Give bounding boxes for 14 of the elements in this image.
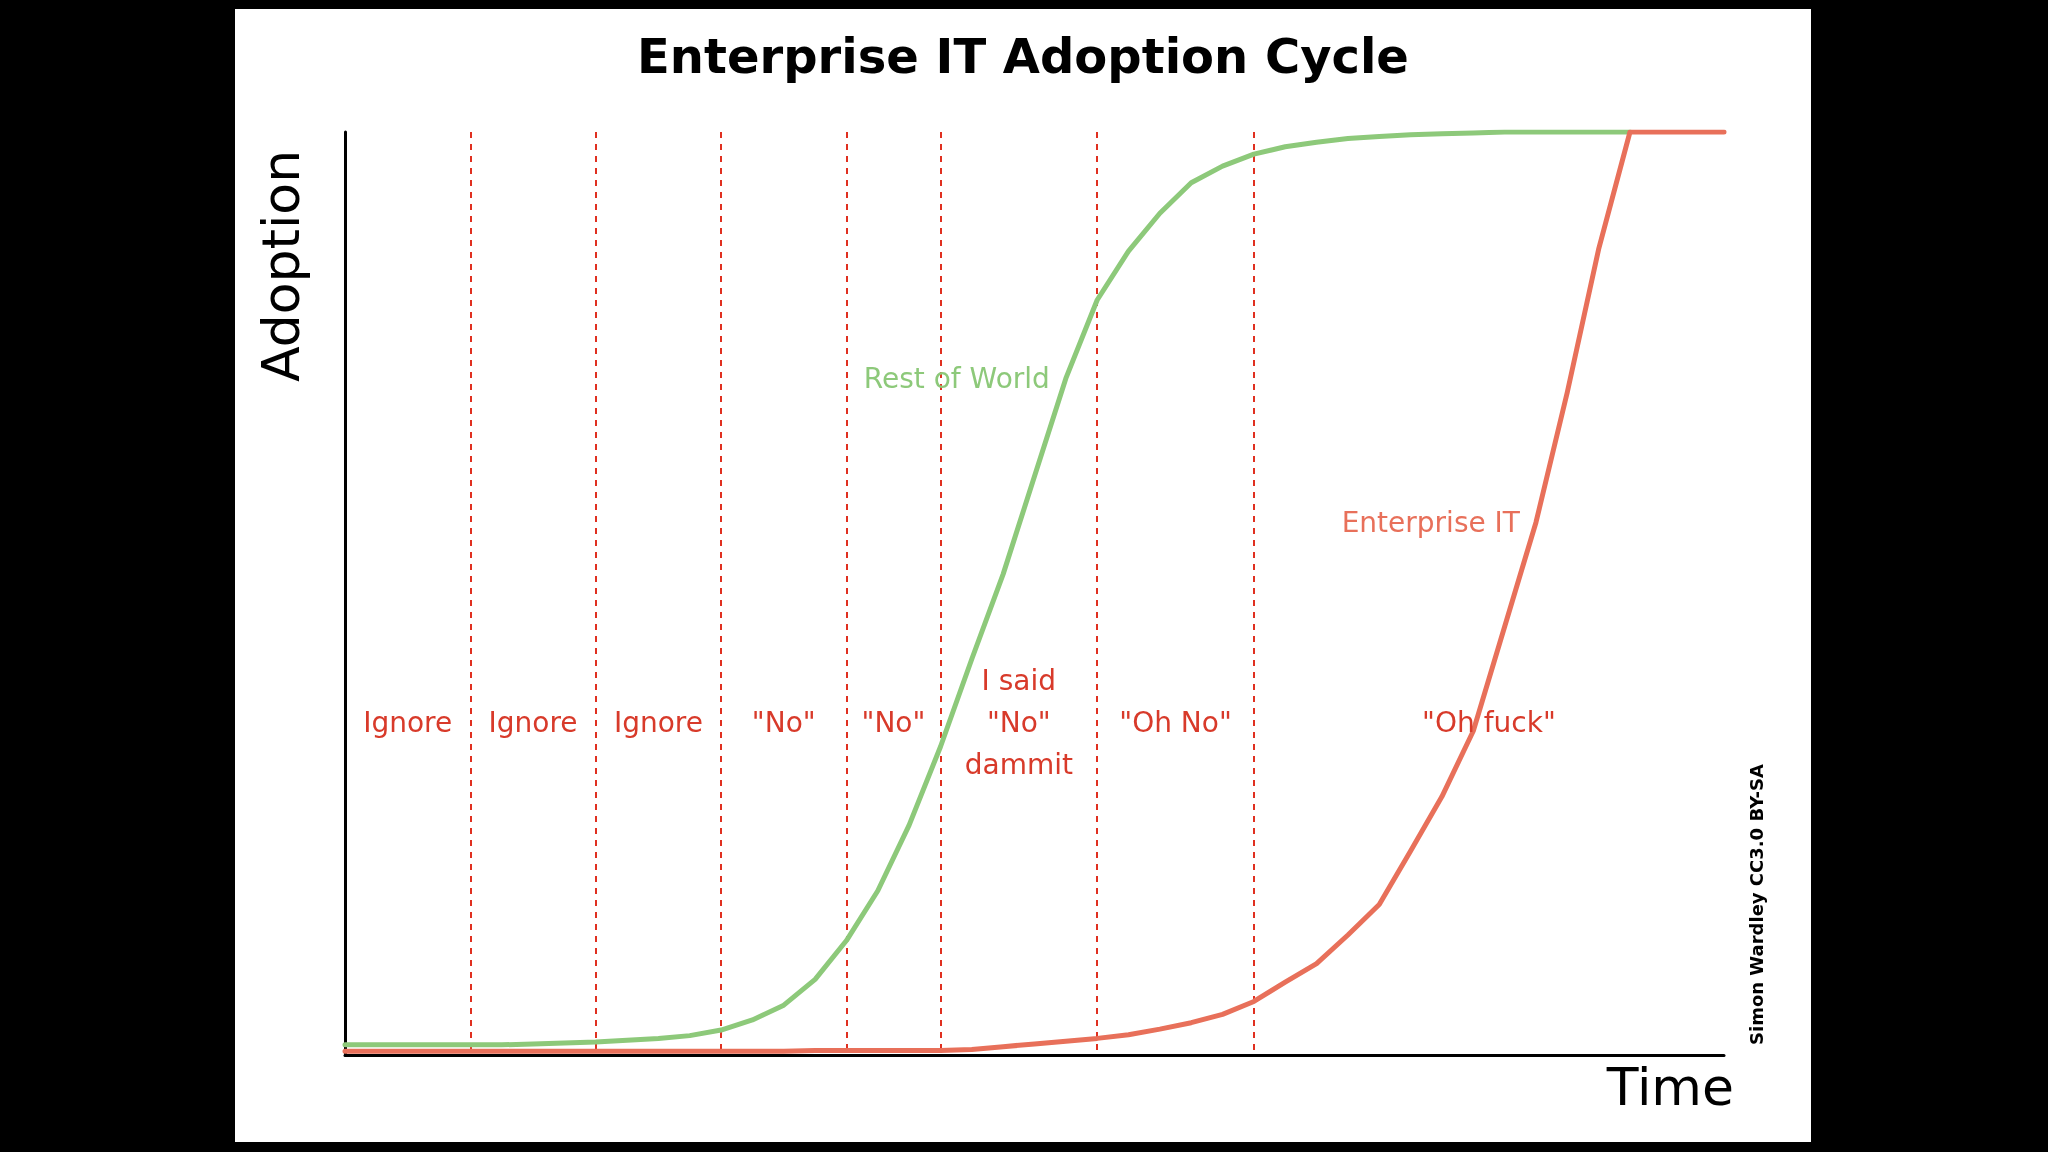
- annotation: "Oh fuck": [1422, 706, 1556, 740]
- series-label: Enterprise IT: [1341, 505, 1521, 539]
- annotation: Ignore: [613, 706, 703, 740]
- annotation: I said "No" dammit: [964, 664, 1073, 782]
- annotation: Ignore: [488, 706, 578, 740]
- x-axis-title: Time: [1605, 1057, 1735, 1117]
- annotation: "No": [751, 706, 816, 740]
- series-label: Rest of World: [863, 361, 1050, 395]
- chart-title: Enterprise IT Adoption Cycle: [637, 28, 1409, 84]
- annotation: "No": [861, 706, 926, 740]
- annotation: Ignore: [363, 706, 453, 740]
- text: Simon Wardley CC3.0 BY-SA: [1745, 764, 1767, 1045]
- annotation: "Oh No": [1119, 706, 1232, 740]
- y-axis-title: Adoption: [251, 149, 311, 382]
